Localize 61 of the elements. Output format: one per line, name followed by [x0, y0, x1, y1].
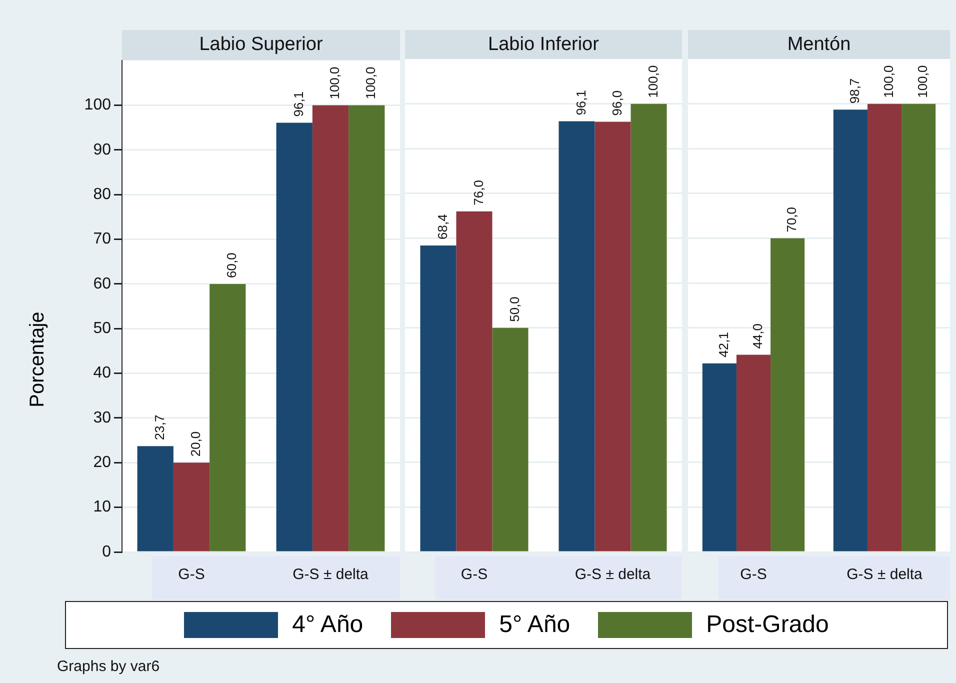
legend-label: 5° Año — [499, 611, 570, 639]
bar — [594, 122, 631, 552]
y-tick-label: 70 — [93, 230, 112, 248]
bar — [492, 328, 528, 552]
data-label: 42,1 — [716, 332, 732, 358]
data-label: 44,0 — [750, 323, 766, 349]
x-tick-label: G-S — [740, 566, 767, 584]
x-tick-label: G-S — [178, 566, 205, 584]
chart-title: Labio Inferior — [405, 30, 682, 60]
y-tick-label: 10 — [93, 498, 112, 516]
bar — [833, 110, 868, 552]
chart-title: Labio Superior — [122, 30, 400, 60]
data-label: 100,0 — [915, 65, 930, 98]
y-tick-label: 0 — [102, 543, 112, 560]
bar — [137, 446, 174, 552]
bar — [902, 104, 936, 552]
bar — [210, 284, 246, 552]
bar — [276, 122, 312, 552]
data-label: 50,0 — [506, 296, 522, 322]
bar — [173, 462, 210, 552]
legend-label: Post-Grado — [706, 611, 829, 639]
y-tick-label: 20 — [93, 454, 112, 472]
y-tick-label: 60 — [93, 275, 112, 292]
y-tick-label: 80 — [93, 186, 112, 204]
y-tick-label: 30 — [93, 409, 112, 426]
data-label: 96,1 — [573, 90, 588, 116]
legend-label: 4° Año — [292, 611, 364, 639]
y-tick-label: 50 — [93, 320, 112, 338]
x-tick-label: G-S ± delta — [846, 566, 924, 584]
y-axis-title: Porcentaje — [26, 312, 50, 408]
chart-title: Mentón — [688, 30, 950, 60]
data-label: 100,0 — [327, 66, 342, 100]
x-tick-label: G-S ± delta — [574, 566, 652, 584]
data-label: 100,0 — [881, 65, 896, 98]
y-tick-label: 100 — [84, 96, 112, 114]
bar — [348, 105, 385, 552]
data-label: 96,0 — [609, 90, 624, 116]
x-tick-label: G-S — [460, 566, 488, 584]
text: Graphs by var6 — [57, 658, 160, 675]
bar — [312, 105, 349, 552]
data-label: 68,4 — [434, 214, 450, 240]
bar — [456, 211, 492, 552]
data-label: 70,0 — [784, 206, 800, 232]
bar — [736, 354, 771, 552]
bar — [867, 104, 902, 552]
bar — [420, 245, 456, 552]
data-label: 98,7 — [847, 78, 862, 104]
bar — [558, 121, 595, 552]
bar — [702, 363, 736, 552]
data-label: 96,1 — [290, 91, 306, 117]
y-tick-label: 40 — [93, 364, 112, 382]
data-label: 100,0 — [363, 66, 378, 100]
data-label: 76,0 — [470, 180, 486, 206]
data-label: 100,0 — [645, 65, 660, 98]
data-label: 23,7 — [152, 414, 167, 440]
data-label: 60,0 — [224, 252, 240, 278]
y-tick-label: 90 — [93, 141, 112, 158]
bar — [630, 104, 667, 552]
data-label: 20,0 — [188, 431, 204, 457]
x-tick-label: G-S ± delta — [292, 566, 370, 584]
bar — [770, 238, 805, 552]
